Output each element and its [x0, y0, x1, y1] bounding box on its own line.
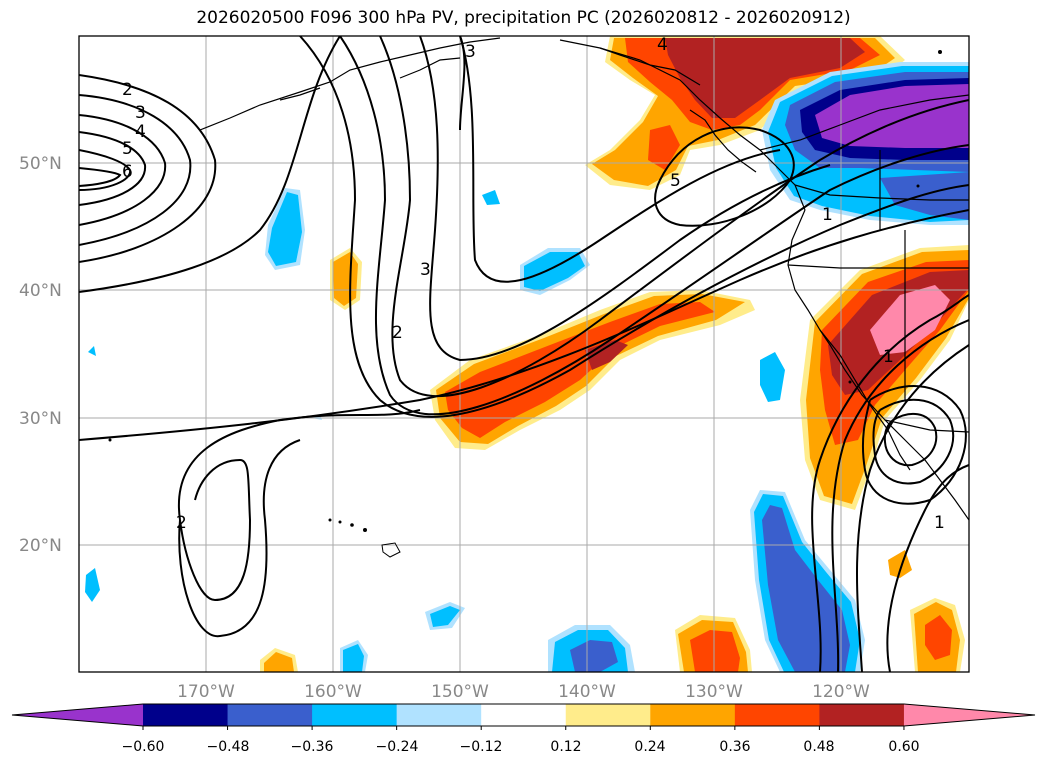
colorbar-segment — [650, 704, 736, 726]
pv-contours — [79, 36, 969, 672]
colorbar-segment — [819, 704, 905, 726]
colorbar-tick: 0.24 — [634, 739, 665, 755]
lon-label: 130°W — [685, 682, 743, 702]
colorbar-extend-left — [12, 704, 143, 726]
colorbar — [11, 703, 1036, 730]
latitude-labels: 50°N 40°N 30°N 20°N — [19, 154, 62, 556]
colorbar-segment — [227, 704, 313, 726]
contour-label: 3 — [420, 260, 431, 280]
contour-label: 1 — [822, 205, 833, 225]
colorbar-tick: 0.48 — [803, 739, 834, 755]
contour-label: 4 — [135, 122, 146, 142]
lat-label: 50°N — [19, 154, 62, 174]
colorbar-tick: −0.36 — [291, 739, 334, 755]
contour-label: 2 — [392, 323, 403, 343]
lat-label: 30°N — [19, 409, 62, 429]
lon-label: 160°W — [304, 682, 362, 702]
contour-label: 5 — [670, 171, 681, 191]
colorbar-segment — [396, 704, 482, 726]
colorbar-segment — [312, 704, 398, 726]
lon-label: 120°W — [812, 682, 870, 702]
colorbar-tick: −0.12 — [460, 739, 503, 755]
map-frame — [78, 35, 970, 673]
lon-label: 170°W — [177, 682, 235, 702]
colorbar-ticks: −0.60 −0.48 −0.36 −0.24 −0.12 0.12 0.24 … — [122, 739, 920, 755]
colorbar-extend-right — [903, 704, 1035, 726]
gridlines — [79, 36, 969, 672]
precip-shading — [85, 36, 969, 672]
colorbar-tick: −0.60 — [122, 739, 165, 755]
longitude-labels: 170°W 160°W 150°W 140°W 130°W 120°W — [177, 682, 870, 702]
map-panel: 2 3 4 5 6 3 3 2 2 5 1 1 1 4 — [79, 35, 969, 672]
contour-label: 1 — [883, 347, 894, 367]
lon-label: 150°W — [431, 682, 489, 702]
contour-label: 5 — [122, 139, 133, 159]
contour-label: 3 — [465, 42, 476, 62]
lat-label: 20°N — [19, 536, 62, 556]
contour-label: 2 — [176, 513, 187, 533]
pv-contour-labels: 2 3 4 5 6 3 3 2 2 5 1 1 1 4 — [122, 35, 945, 533]
contour-label: 1 — [934, 513, 945, 533]
contour-label: 2 — [122, 80, 133, 100]
colorbar-segment — [143, 704, 229, 726]
lat-label: 40°N — [19, 281, 62, 301]
colorbar-tick: 0.60 — [888, 739, 919, 755]
map-title: 2026020500 F096 300 hPa PV, precipitatio… — [196, 8, 851, 28]
contour-label: 6 — [122, 162, 133, 182]
lon-label: 140°W — [558, 682, 616, 702]
islands — [108, 50, 942, 558]
colorbar-tick: −0.48 — [207, 739, 250, 755]
colorbar-segment — [734, 704, 820, 726]
contour-label: 4 — [657, 35, 668, 55]
colorbar-segment — [565, 704, 651, 726]
contour-label: 3 — [135, 103, 146, 123]
colorbar-tick: 0.36 — [719, 739, 750, 755]
colorbar-tick: 0.12 — [550, 739, 581, 755]
colorbar-tick: −0.24 — [376, 739, 419, 755]
colorbar-segment — [481, 704, 567, 726]
coastlines — [199, 37, 969, 521]
